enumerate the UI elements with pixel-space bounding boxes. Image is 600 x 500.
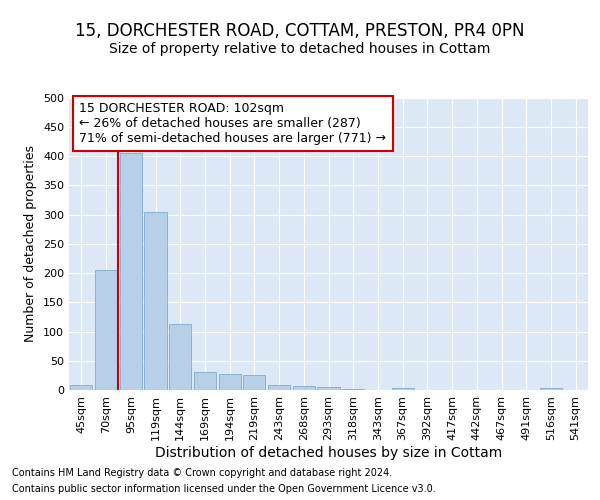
Bar — [540, 388, 562, 390]
Text: 15, DORCHESTER ROAD, COTTAM, PRESTON, PR4 0PN: 15, DORCHESTER ROAD, COTTAM, PRESTON, PR… — [75, 22, 525, 40]
Text: 15 DORCHESTER ROAD: 102sqm
← 26% of detached houses are smaller (287)
71% of sem: 15 DORCHESTER ROAD: 102sqm ← 26% of deta… — [79, 102, 386, 145]
Bar — [317, 387, 340, 390]
Bar — [243, 376, 265, 390]
Bar — [119, 153, 142, 390]
X-axis label: Distribution of detached houses by size in Cottam: Distribution of detached houses by size … — [155, 446, 502, 460]
Bar — [342, 389, 364, 390]
Bar — [95, 270, 117, 390]
Text: Size of property relative to detached houses in Cottam: Size of property relative to detached ho… — [109, 42, 491, 56]
Bar — [392, 388, 414, 390]
Bar — [268, 386, 290, 390]
Bar — [194, 372, 216, 390]
Bar — [70, 386, 92, 390]
Text: Contains HM Land Registry data © Crown copyright and database right 2024.: Contains HM Land Registry data © Crown c… — [12, 468, 392, 477]
Bar — [293, 386, 315, 390]
Y-axis label: Number of detached properties: Number of detached properties — [25, 145, 37, 342]
Bar — [169, 324, 191, 390]
Bar — [145, 212, 167, 390]
Bar — [218, 374, 241, 390]
Text: Contains public sector information licensed under the Open Government Licence v3: Contains public sector information licen… — [12, 484, 436, 494]
